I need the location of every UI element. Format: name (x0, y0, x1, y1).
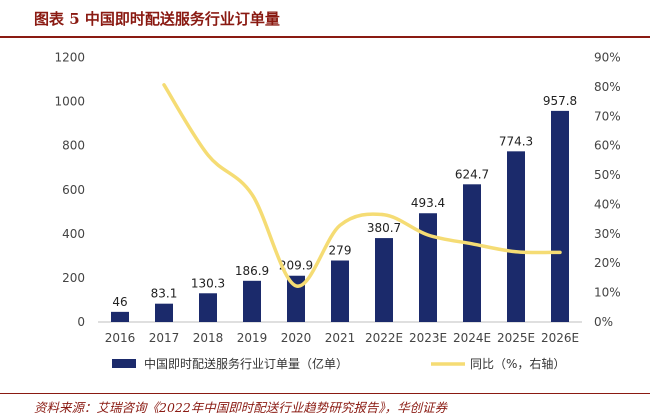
legend-bar-swatch (112, 359, 136, 368)
bar-data-label: 624.7 (455, 167, 489, 181)
chart-canvas: 0 200 400 600 800 1000 1200 0% 10% 20% 30% 40% 50% 60… (54, 51, 621, 372)
y-left-tick-label: 400 (62, 227, 85, 241)
y-left-tick-label: 200 (62, 271, 85, 285)
source-divider (0, 393, 650, 394)
x-tick-label: 2023E (409, 331, 447, 345)
y-right-tick-label: 60% (594, 139, 621, 153)
bar-data-label: 130.3 (191, 276, 225, 290)
bar-data-label: 46 (112, 295, 127, 309)
yoy-line (162, 83, 562, 288)
y-left-tick-label: 600 (62, 183, 85, 197)
y-right-tick-label: 0% (594, 315, 613, 329)
bar (331, 260, 349, 322)
figure-header: 图表 5 中国即时配送服务行业订单量 (0, 0, 650, 38)
y-right-tick-label: 20% (594, 256, 621, 270)
legend-bar-label: 中国即时配送服务行业订单量（亿单） (144, 356, 348, 371)
bar-data-label: 493.4 (411, 196, 445, 210)
bar (243, 280, 261, 322)
x-tick-label: 2018 (193, 331, 224, 345)
x-tick-label: 2020 (281, 331, 312, 345)
y-right-tick-label: 10% (594, 286, 621, 300)
bar (111, 311, 129, 322)
x-tick-label: 2021 (325, 331, 356, 345)
figure-source: 资料来源：艾瑞咨询《2022年中国即时配送行业趋势研究报告》，华创证券 (34, 400, 448, 415)
y-left-tick-label: 800 (62, 139, 85, 153)
bar (419, 213, 437, 322)
bar-data-label: 774.3 (499, 134, 533, 148)
legend-line-label: 同比（%，右轴） (470, 356, 565, 371)
x-tick-label: 2025E (497, 331, 535, 345)
y-left-tick-label: 1000 (54, 95, 85, 109)
y-right-tick-label: 90% (594, 51, 621, 65)
bar (507, 151, 525, 322)
x-tick-label: 2016 (105, 331, 136, 345)
bar-data-label: 186.9 (235, 264, 269, 278)
y-right-tick-label: 70% (594, 109, 621, 123)
y-right-tick-label: 50% (594, 168, 621, 182)
x-tick-label: 2017 (149, 331, 180, 345)
y-left-tick-label: 0 (77, 315, 85, 329)
bar (551, 110, 569, 322)
y-right-tick-label: 40% (594, 197, 621, 211)
x-tick-label: 2022E (365, 331, 403, 345)
bar-data-label: 83.1 (151, 287, 178, 301)
bar-data-label: 380.7 (367, 221, 401, 235)
bar-data-label: 209.9 (279, 259, 313, 273)
bar-data-label: 957.8 (543, 94, 577, 108)
figure-title: 图表 5 中国即时配送服务行业订单量 (34, 10, 280, 28)
y-left-tick-label: 1200 (54, 51, 85, 65)
bar (375, 238, 393, 322)
bar (463, 184, 481, 322)
x-tick-label: 2024E (453, 331, 491, 345)
x-tick-label: 2026E (541, 331, 579, 345)
bar (155, 303, 173, 322)
bar-data-label: 279 (329, 244, 352, 258)
bar (199, 293, 217, 322)
y-right-tick-label: 30% (594, 227, 621, 241)
x-tick-label: 2019 (237, 331, 268, 345)
y-right-tick-label: 80% (594, 80, 621, 94)
